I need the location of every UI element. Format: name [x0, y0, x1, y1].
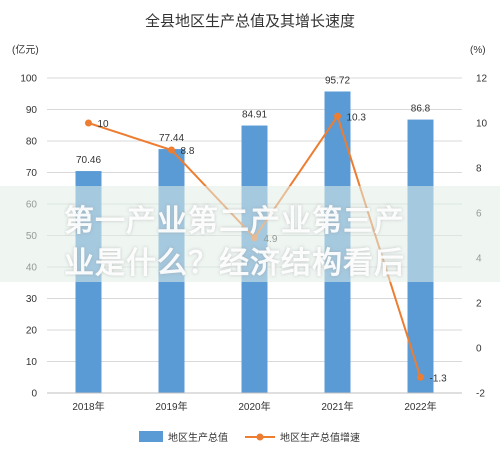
y-right-tick-label: -2: [476, 389, 485, 400]
line-value-label: 10: [98, 119, 110, 130]
bar-value-label: 70.46: [76, 155, 101, 166]
growth-point: [168, 146, 175, 154]
y-right-tick-label: 0: [476, 344, 482, 355]
legend-bar-swatch: [139, 431, 163, 442]
legend: 地区生产总值 地区生产总值增速: [139, 431, 360, 444]
legend-line-label: 地区生产总值增速: [280, 431, 360, 444]
y-left-tick-label: 80: [26, 137, 38, 148]
line-value-label: -1.3: [430, 373, 448, 384]
bar-value-label: 86.8: [411, 104, 431, 115]
line-value-label: 8.8: [181, 146, 195, 157]
x-tick-label: 2022年: [404, 400, 436, 413]
watermark-text-line1: 第一产业第二产业第三产: [64, 204, 405, 239]
y-left-tick-label: 90: [26, 105, 38, 116]
legend-line-marker: [256, 433, 264, 441]
bar-value-label: 84.91: [242, 110, 267, 121]
y-left-tick-label: 30: [26, 294, 38, 305]
watermark-band: [0, 186, 500, 282]
y-right-tick-label: 12: [476, 74, 488, 85]
growth-point: [334, 112, 341, 120]
y-right-tick-label: 8: [476, 164, 482, 175]
y-left-tick-label: 70: [26, 168, 38, 179]
x-tick-label: 2020年: [238, 400, 270, 413]
growth-point: [417, 373, 424, 381]
x-tick-label: 2021年: [321, 400, 353, 413]
y-left-tick-label: 100: [20, 74, 37, 85]
x-tick-label: 2019年: [155, 400, 187, 413]
growth-point: [85, 119, 92, 127]
bar-value-label: 95.72: [325, 75, 350, 86]
y-right-tick-label: 2: [476, 299, 482, 310]
x-tick-label: 2018年: [72, 400, 104, 413]
watermark-text-line2: 业是什么？经济结构看后: [64, 246, 405, 281]
bar-value-label: 77.44: [159, 133, 184, 144]
y-right-tick-label: 10: [476, 119, 488, 130]
line-value-label: 10.3: [347, 112, 367, 123]
chart-title: 全县地区生产总值及其增长速度: [145, 12, 355, 30]
right-axis-unit: (%): [470, 45, 486, 56]
y-left-tick-label: 20: [26, 326, 38, 337]
left-axis-unit: (亿元): [12, 43, 39, 56]
legend-bar-label: 地区生产总值: [168, 431, 228, 444]
y-left-tick-label: 0: [31, 389, 37, 400]
y-left-tick-label: 10: [26, 357, 38, 368]
